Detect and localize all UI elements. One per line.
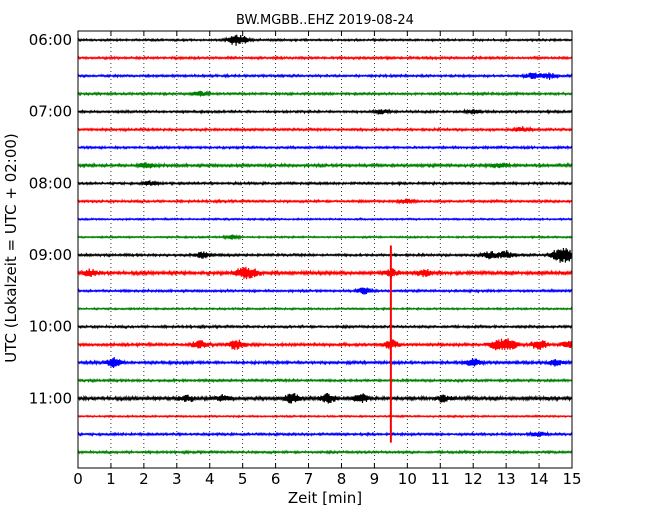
x-tick-label: 10 xyxy=(398,470,417,488)
trace-0945 xyxy=(77,306,573,312)
trace-0645 xyxy=(77,90,573,97)
x-axis-label: Zeit [min] xyxy=(288,489,362,507)
trace-1130 xyxy=(77,430,573,438)
x-tick-label: 3 xyxy=(172,470,182,488)
x-tick-label: 2 xyxy=(139,470,149,488)
x-tick-label: 14 xyxy=(530,470,549,488)
y-tick-label: 07:00 xyxy=(29,103,72,121)
y-tick-label: 11:00 xyxy=(29,389,72,407)
x-tick-label: 15 xyxy=(562,470,581,488)
trace-0600 xyxy=(77,34,573,46)
trace-0715 xyxy=(77,126,573,133)
x-tick-label: 4 xyxy=(205,470,215,488)
trace-1145 xyxy=(77,449,573,455)
trace-0900 xyxy=(77,247,573,263)
trace-1100 xyxy=(77,392,573,404)
x-tick-label: 5 xyxy=(238,470,248,488)
x-tick-label: 1 xyxy=(106,470,116,488)
trace-0630 xyxy=(77,72,573,80)
trace-1000 xyxy=(77,323,573,330)
trace-0845 xyxy=(77,234,573,241)
x-tick-label: 7 xyxy=(304,470,314,488)
y-tick-label: 09:00 xyxy=(29,246,72,264)
x-tick-label: 0 xyxy=(73,470,83,488)
plot-frame xyxy=(77,30,573,469)
trace-0930 xyxy=(77,287,573,295)
y-axis-label: UTC (Lokalzeit = UTC + 02:00) xyxy=(2,133,20,363)
x-tick-label: 12 xyxy=(464,470,483,488)
trace-0730 xyxy=(77,144,573,151)
x-tick-label: 8 xyxy=(337,470,347,488)
y-tick-label: 08:00 xyxy=(29,174,72,192)
x-tick-label: 9 xyxy=(370,470,380,488)
x-tick-label: 13 xyxy=(497,470,516,488)
x-axis-ticks: 0 1 2 3 4 5 6 7 8 9 10 11 12 13 14 15 xyxy=(73,31,582,488)
trace-0745 xyxy=(77,161,573,169)
grid-lines xyxy=(110,31,540,468)
trace-0800 xyxy=(77,180,573,187)
trace-1115 xyxy=(77,414,573,419)
trace-0615 xyxy=(77,55,573,61)
y-axis-ticks: 06:00 07:00 08:00 09:00 10:00 11:00 xyxy=(29,31,572,407)
trace-0700 xyxy=(77,108,573,115)
y-tick-label: 10:00 xyxy=(29,318,72,336)
trace-1045 xyxy=(77,377,573,384)
trace-1015 xyxy=(77,338,573,351)
x-tick-label: 6 xyxy=(271,470,281,488)
trace-1030 xyxy=(77,356,573,368)
y-tick-label: 06:00 xyxy=(29,31,72,49)
x-tick-label: 11 xyxy=(431,470,450,488)
chart-title: BW.MGBB..EHZ 2019-08-24 xyxy=(236,13,414,28)
trace-0830 xyxy=(77,216,573,222)
seismogram-traces xyxy=(77,34,573,455)
trace-0915 xyxy=(77,266,573,280)
trace-0815 xyxy=(77,198,573,205)
